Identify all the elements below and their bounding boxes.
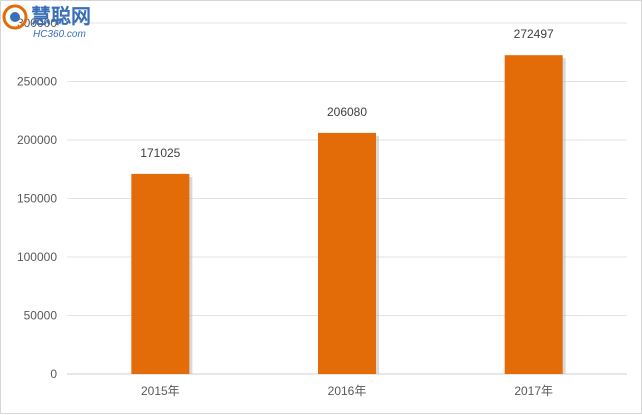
y-tick-label: 150000 — [17, 192, 57, 206]
logo-mark-icon — [2, 4, 28, 30]
y-tick-label: 50000 — [24, 309, 58, 323]
bar — [318, 132, 376, 374]
data-label: 171025 — [140, 146, 180, 160]
x-tick-label: 2017年 — [514, 384, 553, 398]
data-label: 206080 — [327, 105, 367, 119]
y-tick-label: 200000 — [17, 133, 57, 147]
bar — [131, 173, 190, 374]
y-tick-label: 0 — [50, 367, 57, 381]
watermark-brand: 慧聪网 — [31, 4, 91, 28]
bar — [504, 55, 563, 375]
watermark-domain: HC360.com — [33, 29, 86, 40]
data-label: 272497 — [514, 27, 554, 41]
x-tick-label: 2015年 — [141, 384, 180, 398]
x-tick-label: 2016年 — [328, 384, 367, 398]
y-tick-label: 250000 — [17, 75, 57, 89]
y-tick-label: 100000 — [17, 250, 57, 264]
hc360-watermark-logo: 慧聪网 HC360.com — [2, 4, 91, 40]
